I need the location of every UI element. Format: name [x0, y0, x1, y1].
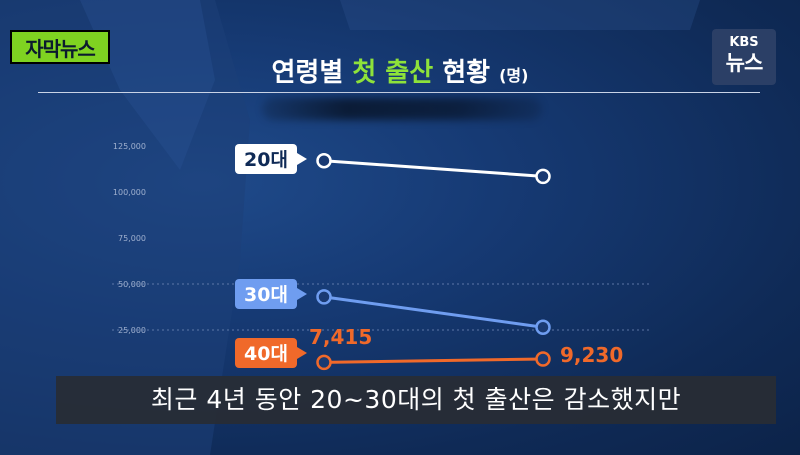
data-point-2-1	[535, 351, 551, 367]
y-tick-label: 50,000	[118, 280, 146, 289]
y-tick-label: 100,000	[113, 188, 146, 197]
caption-bar: 최근 4년 동안 20~30대의 첫 출산은 감소했지만	[56, 376, 776, 424]
data-point-0-0	[316, 152, 332, 169]
series-label-2: 40대	[244, 343, 288, 365]
title-part1: 연령별	[271, 58, 353, 88]
series-label-0: 20대	[244, 149, 288, 171]
data-point-1-0	[316, 289, 332, 305]
data-point-0-1	[535, 168, 551, 185]
series-label-pointer-1	[297, 288, 307, 300]
series-label-pointer-0	[297, 153, 307, 165]
logo-news-text: 뉴스	[725, 51, 764, 75]
y-tick-label: 75,000	[118, 234, 146, 243]
title-unit: (명)	[499, 66, 529, 85]
title-divider	[38, 92, 760, 93]
series-line-1	[323, 295, 544, 329]
y-tick-label: 125,000	[113, 142, 146, 151]
series-label-box-2	[235, 338, 297, 368]
series-label-box-1	[235, 279, 297, 309]
series-label-1: 30대	[244, 284, 288, 306]
kbs-news-logo: KBS 뉴스	[712, 29, 776, 85]
subtitle-news-badge: 자막뉴스	[10, 30, 110, 64]
title-part2: 현황	[433, 58, 491, 88]
series-line-0	[323, 159, 544, 178]
blurred-subtitle	[262, 98, 542, 120]
data-point-1-1	[535, 319, 551, 335]
logo-kbs-text: KBS	[729, 35, 759, 50]
data-label-2-0: 7,415	[309, 325, 372, 349]
chart-title: 연령별 첫 출산 현황 (명)	[0, 52, 800, 89]
data-point-2-0	[316, 354, 332, 371]
title-highlight: 첫 출산	[352, 58, 434, 88]
data-label-2-1: 9,230	[560, 343, 623, 367]
series-label-pointer-2	[297, 347, 307, 359]
series-label-box-0	[235, 144, 297, 174]
y-tick-label: 25,000	[118, 326, 146, 335]
series-line-2	[323, 357, 544, 364]
